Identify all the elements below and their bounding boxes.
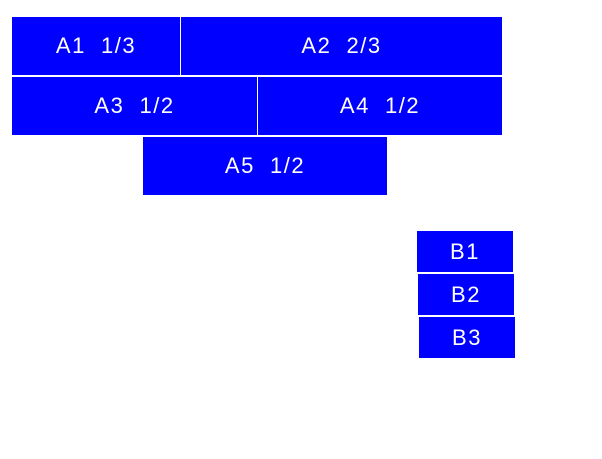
box-a2[interactable]: A2 2/3 [181,17,502,75]
box-a5[interactable]: A5 1/2 [143,137,387,195]
box-a3[interactable]: A3 1/2 [12,77,257,135]
box-a4[interactable]: A4 1/2 [258,77,502,135]
box-b3[interactable]: B3 [419,317,515,358]
box-b1[interactable]: B1 [417,231,513,272]
box-a1[interactable]: A1 1/3 [12,17,180,75]
box-b2[interactable]: B2 [418,274,514,315]
